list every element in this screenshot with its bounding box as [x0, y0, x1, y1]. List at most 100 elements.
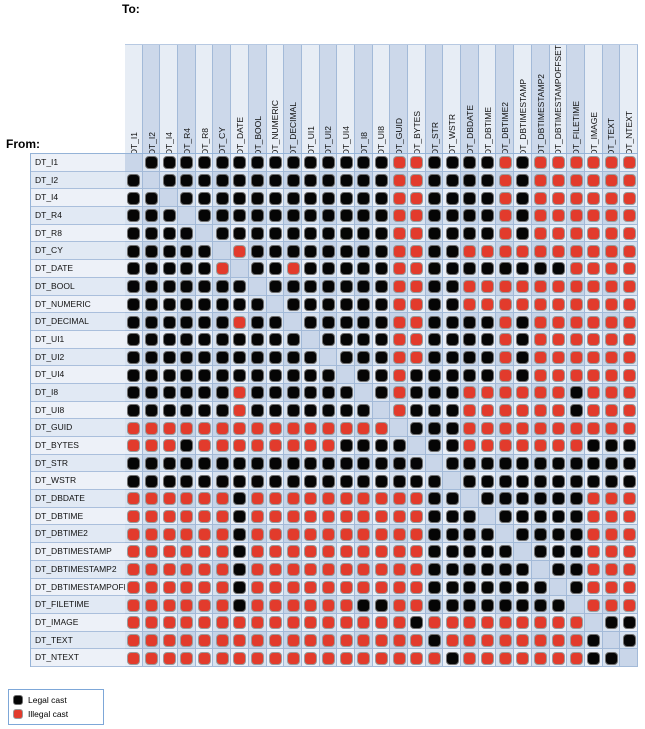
illegal-cast-dot-icon	[569, 209, 583, 223]
legal-cast-dot-icon	[569, 510, 583, 524]
cast-cell	[620, 631, 638, 650]
cast-cell	[178, 277, 196, 296]
illegal-cast-dot-icon	[534, 403, 548, 417]
legal-cast-dot-icon	[374, 209, 388, 223]
cast-cell	[496, 401, 515, 420]
legal-cast-dot-icon	[198, 174, 212, 188]
legal-cast-dot-icon	[428, 403, 442, 417]
illegal-cast-dot-icon	[304, 527, 318, 541]
legal-cast-dot-icon	[251, 474, 265, 488]
cast-cell	[531, 649, 550, 667]
cast-cell	[408, 171, 426, 190]
cast-cell	[284, 543, 302, 561]
cast-cell	[514, 578, 532, 597]
row-header: DT_CY	[31, 242, 126, 261]
cast-cell	[514, 543, 532, 561]
illegal-cast-dot-icon	[516, 244, 530, 258]
cast-cell	[496, 437, 515, 455]
row-header: DT_R8	[31, 224, 126, 243]
cast-cell	[602, 613, 621, 632]
cast-cell	[248, 154, 267, 172]
illegal-cast-dot-icon	[410, 191, 424, 205]
illegal-cast-dot-icon	[215, 439, 229, 453]
cast-cell	[514, 649, 532, 667]
cast-cell	[584, 472, 603, 491]
cast-cell	[195, 560, 214, 579]
cast-cell	[142, 313, 161, 331]
legal-cast-dot-icon	[445, 350, 459, 364]
cast-cell	[195, 207, 214, 225]
row-header: DT_IMAGE	[31, 613, 126, 632]
cast-cell	[567, 224, 585, 243]
cast-cell	[531, 171, 550, 190]
cast-cell	[354, 313, 373, 331]
illegal-cast-dot-icon	[498, 439, 512, 453]
legal-cast-dot-icon	[304, 386, 318, 400]
legal-cast-dot-icon	[215, 297, 229, 311]
cast-cell	[408, 490, 426, 508]
legal-cast-dot-icon	[198, 156, 212, 170]
illegal-cast-dot-icon	[215, 492, 229, 506]
legal-cast-dot-icon	[481, 563, 495, 577]
illegal-cast-dot-icon	[233, 315, 247, 329]
cast-cell	[514, 596, 532, 614]
illegal-cast-dot-icon	[127, 545, 141, 559]
illegal-cast-dot-icon	[304, 421, 318, 435]
cast-cell	[531, 472, 550, 491]
cast-cell	[213, 224, 232, 243]
illegal-cast-dot-icon	[145, 580, 159, 594]
cast-cell	[266, 543, 285, 561]
legal-cast-dot-icon	[428, 368, 442, 382]
cast-cell	[549, 171, 568, 190]
legal-cast-dot-icon	[233, 227, 247, 241]
cast-cell	[496, 295, 515, 314]
cast-cell	[478, 171, 497, 190]
cast-cell	[390, 490, 408, 508]
legal-cast-dot-icon	[162, 297, 176, 311]
cast-cell	[514, 189, 532, 208]
legal-cast-dot-icon	[622, 439, 636, 453]
cast-cell	[443, 596, 462, 614]
illegal-cast-dot-icon	[604, 350, 618, 364]
legal-cast-dot-icon	[357, 474, 371, 488]
illegal-cast-dot-icon	[180, 633, 194, 647]
cast-cell	[195, 242, 214, 261]
legal-cast-dot-icon	[498, 457, 512, 471]
illegal-cast-dot-icon	[127, 651, 141, 665]
cast-cell	[514, 490, 532, 508]
cast-cell	[531, 348, 550, 367]
legal-cast-dot-icon	[321, 227, 335, 241]
illegal-cast-dot-icon	[604, 156, 618, 170]
cast-cell	[231, 560, 249, 579]
col-header-label: DT_DBTIME	[482, 107, 493, 156]
legal-cast-dot-icon	[481, 545, 495, 559]
illegal-cast-dot-icon	[551, 616, 565, 630]
legal-cast-dot-icon	[392, 457, 406, 471]
legal-cast-dot-icon	[587, 457, 601, 471]
col-header-label: DT_DBTIMESTAMP2	[535, 73, 546, 156]
legal-cast-dot-icon	[534, 457, 548, 471]
cast-cell	[549, 631, 568, 650]
legal-cast-dot-icon	[410, 457, 424, 471]
cast-cell	[567, 401, 585, 420]
illegal-cast-dot-icon	[534, 386, 548, 400]
illegal-cast-dot-icon	[587, 545, 601, 559]
cast-cell	[549, 419, 568, 437]
illegal-cast-dot-icon	[198, 598, 212, 612]
illegal-cast-dot-icon	[374, 651, 388, 665]
legal-cast-dot-icon	[534, 598, 548, 612]
cast-cell	[195, 383, 214, 402]
legal-cast-dot-icon	[374, 156, 388, 170]
illegal-cast-dot-icon	[392, 191, 406, 205]
illegal-cast-dot-icon	[604, 262, 618, 276]
cast-cell	[354, 543, 373, 561]
cast-cell	[372, 260, 391, 278]
legal-cast-dot-icon	[463, 563, 477, 577]
illegal-cast-dot-icon	[622, 598, 636, 612]
row-header: DT_UI1	[31, 330, 126, 349]
legal-cast-dot-icon	[622, 616, 636, 630]
cast-cell	[231, 171, 249, 190]
cast-cell	[284, 613, 302, 632]
illegal-cast-dot-icon	[180, 510, 194, 524]
cast-cell	[301, 330, 320, 349]
